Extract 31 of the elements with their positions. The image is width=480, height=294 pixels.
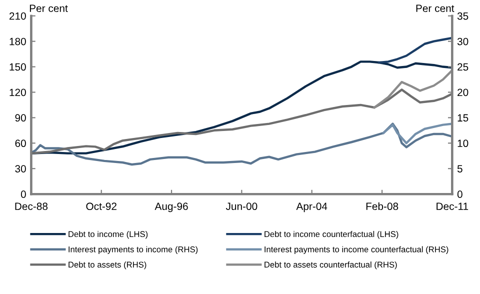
y2-tick-label: 35 — [457, 12, 468, 20]
x-tick-label: Aug-96 — [154, 202, 188, 212]
legend-label: Debt to assets counterfactual (RHS) — [264, 261, 397, 270]
x-tick-label: Apr-04 — [296, 202, 328, 212]
y2-tick-label: 0 — [457, 190, 462, 198]
x-tick-label: Dec-88 — [15, 202, 48, 210]
legend-label: Interest payments to income counterfactual (RHS) — [264, 246, 448, 254]
y2-tick-label: 25 — [458, 63, 468, 71]
y-tick-label: 180 — [10, 38, 26, 46]
x-tick-label: Oct-92 — [86, 202, 116, 210]
legend-label: Debt to assets (RHS) — [68, 261, 146, 270]
y-tick-label: 210 — [9, 12, 26, 20]
legend-label: Debt to income counterfactual (LHS) — [264, 230, 398, 239]
y-tick-label: 150 — [10, 63, 26, 71]
y-tick-label: 90 — [15, 114, 26, 122]
y2-tick-label: 30 — [457, 38, 468, 46]
y2-axis-title: Per cent — [416, 4, 454, 12]
y2-tick-label: 15 — [458, 114, 468, 122]
y2-tick-label: 10 — [458, 140, 468, 148]
y-tick-label: 0 — [20, 190, 26, 198]
x-tick-label: Feb-08 — [366, 202, 398, 210]
legend-label: Interest payments to income (RHS) — [68, 246, 198, 254]
x-tick-label: Jun-00 — [226, 202, 258, 210]
y-tick-label: 60 — [15, 140, 26, 148]
legend-label: Debt to income (LHS) — [68, 230, 148, 239]
y-tick-label: 120 — [10, 88, 26, 96]
y-axis-title: Per cent — [30, 4, 68, 12]
y2-tick-label: 5 — [457, 165, 462, 172]
y2-tick-label: 20 — [458, 88, 468, 96]
x-tick-label: Dec-11 — [436, 202, 468, 210]
y-tick-label: 30 — [15, 165, 26, 172]
